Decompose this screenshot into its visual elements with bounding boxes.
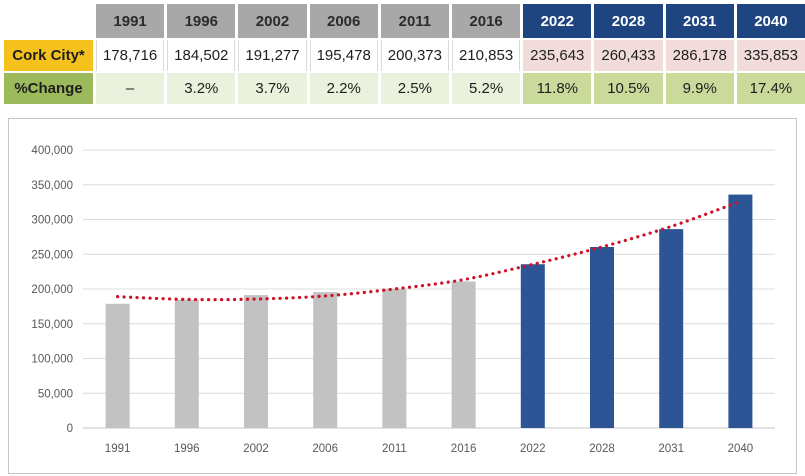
row-label-cork-city: Cork City* xyxy=(4,40,93,71)
cork-city-value-2022: 235,643 xyxy=(523,40,592,71)
pct-change-value-2022: 11.8% xyxy=(523,73,592,104)
cork-city-value-2002: 191,277 xyxy=(238,40,307,71)
x-tick-label-1991: 1991 xyxy=(105,443,131,455)
bar-2011 xyxy=(382,288,407,428)
row-label-pct-change: %Change xyxy=(4,73,93,104)
bar-2022 xyxy=(520,264,545,428)
pct-change-value-2028: 10.5% xyxy=(594,73,663,104)
y-tick-label: 350,000 xyxy=(31,180,73,192)
cork-city-value-1996: 184,502 xyxy=(167,40,236,71)
pct-change-value-2002: 3.7% xyxy=(238,73,307,104)
pct-change-value-1991: – xyxy=(96,73,165,104)
y-axis-tick-labels: 0 50,000 100,000 150,000 200,000 250,000 300,0… xyxy=(31,145,73,435)
x-tick-label-2028: 2028 xyxy=(589,443,615,455)
y-tick-label: 150,000 xyxy=(31,319,73,331)
bar-1991 xyxy=(105,303,130,428)
y-tick-label: 300,000 xyxy=(31,215,73,227)
x-tick-label-2002: 2002 xyxy=(243,443,269,455)
x-tick-label-2022: 2022 xyxy=(520,443,546,455)
x-tick-label-1996: 1996 xyxy=(174,443,200,455)
cork-city-value-2006: 195,478 xyxy=(309,40,378,71)
bar-2031 xyxy=(659,229,684,428)
year-header-1991: 1991 xyxy=(96,4,165,38)
pct-change-value-2031: 9.9% xyxy=(665,73,734,104)
bar-1996 xyxy=(174,299,199,428)
year-header-1996: 1996 xyxy=(167,4,236,38)
y-tick-label: 250,000 xyxy=(31,249,73,261)
bar-2016 xyxy=(451,281,476,428)
year-header-2006: 2006 xyxy=(309,4,378,38)
y-tick-label: 200,000 xyxy=(31,284,73,296)
x-tick-label-2011: 2011 xyxy=(382,443,407,455)
year-header-2016: 2016 xyxy=(451,4,521,38)
x-axis-tick-labels: 1991 1996 2002 2006 2011 2016 2022 2028 2031 2040 xyxy=(105,443,753,455)
y-tick-label: 0 xyxy=(67,423,73,435)
x-tick-label-2006: 2006 xyxy=(312,443,338,455)
bar-2040 xyxy=(728,194,753,428)
cork-city-value-2028: 260,433 xyxy=(594,40,663,71)
cork-city-value-2040: 335,853 xyxy=(736,40,805,71)
bars xyxy=(105,194,753,428)
year-header-2028: 2028 xyxy=(594,4,663,38)
y-tick-label: 50,000 xyxy=(38,388,73,400)
year-header-2022: 2022 xyxy=(523,4,592,38)
pct-change-value-2016: 5.2% xyxy=(451,73,521,104)
trendline xyxy=(116,199,742,302)
x-tick-label-2031: 2031 xyxy=(658,443,684,455)
cork-city-value-1991: 178,716 xyxy=(96,40,165,71)
bar-2006 xyxy=(313,292,338,428)
year-header-2031: 2031 xyxy=(665,4,734,38)
year-header-2011: 2011 xyxy=(380,4,449,38)
y-tick-label: 400,000 xyxy=(31,145,73,157)
bar-2028 xyxy=(590,246,614,428)
pct-change-value-2011: 2.5% xyxy=(380,73,449,104)
chart-canvas: 0 50,000 100,000 150,000 200,000 250,000 300,0… xyxy=(31,145,775,455)
population-table: 1991 1996 2002 2006 2011 2016 2022 2028 2031 2040… xyxy=(4,4,805,104)
y-tick-label: 100,000 xyxy=(31,354,73,366)
population-chart: 0 50,000 100,000 150,000 200,000 250,000 300,0… xyxy=(8,118,797,474)
x-tick-label-2040: 2040 xyxy=(728,443,754,455)
year-header-2002: 2002 xyxy=(238,4,307,38)
year-header-2040: 2040 xyxy=(736,4,805,38)
cork-city-value-2016: 210,853 xyxy=(451,40,521,71)
cork-city-value-2031: 286,178 xyxy=(665,40,734,71)
pct-change-value-2006: 2.2% xyxy=(309,73,378,104)
pct-change-value-2040: 17.4% xyxy=(736,73,805,104)
cork-city-value-2011: 200,373 xyxy=(380,40,449,71)
pct-change-value-1996: 3.2% xyxy=(167,73,236,104)
table-corner-cell xyxy=(4,4,93,38)
x-tick-label-2016: 2016 xyxy=(451,443,477,455)
bar-2002 xyxy=(244,295,268,428)
